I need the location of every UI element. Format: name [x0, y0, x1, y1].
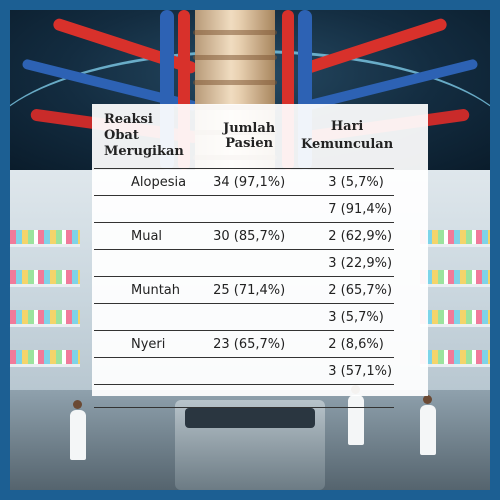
table-row: 7 (91,4%): [94, 195, 394, 223]
table-row: [94, 384, 394, 408]
table-row: Alopesia 34 (97,1%) 3 (5,7%): [94, 168, 394, 196]
table-row: 3 (57,1%): [94, 357, 394, 385]
table-row: Nyeri 23 (65,7%) 2 (8,6%): [94, 330, 394, 358]
table-row: Mual 30 (85,7%) 2 (62,9%): [94, 222, 394, 250]
adverse-reaction-table-card: Reaksi Obat Merugikan Jumlah Pasien Hari…: [92, 104, 428, 408]
anatomy-illustration: [10, 10, 490, 170]
table-row: 3 (5,7%): [94, 303, 394, 331]
table-row: 3 (22,9%): [94, 249, 394, 277]
header-patients: Jumlah Pasien: [198, 104, 301, 169]
table-row: Muntah 25 (71,4%) 2 (65,7%): [94, 276, 394, 304]
header-day: Hari Kemunculan: [300, 104, 394, 169]
adverse-reaction-table: Reaksi Obat Merugikan Jumlah Pasien Hari…: [94, 104, 394, 408]
header-reaction: Reaksi Obat Merugikan: [94, 104, 199, 169]
table-header-row: Reaksi Obat Merugikan Jumlah Pasien Hari…: [94, 104, 394, 169]
